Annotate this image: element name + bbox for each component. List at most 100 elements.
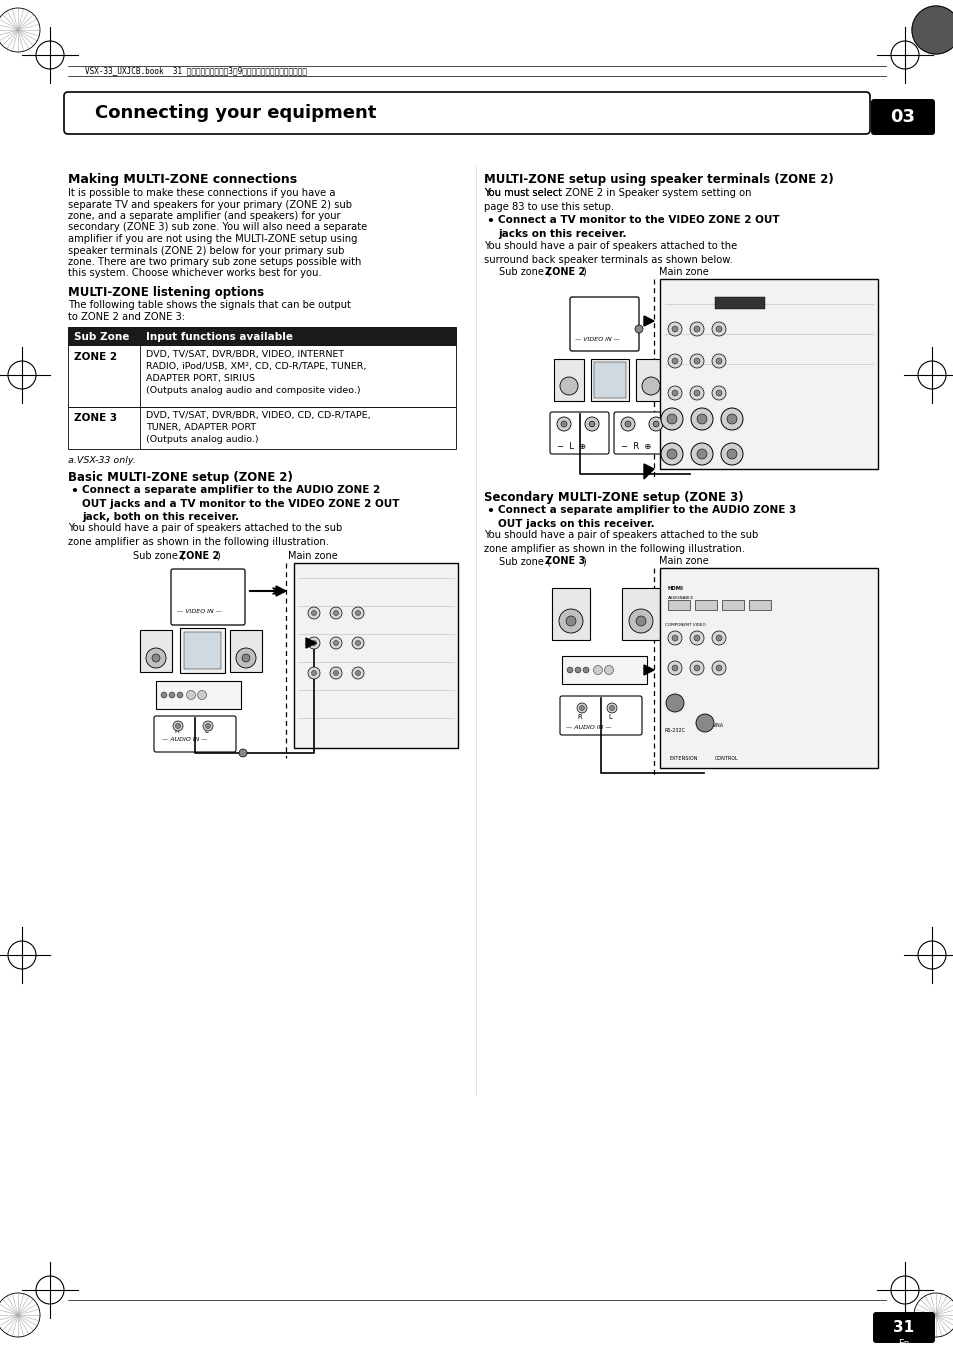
Text: En: En <box>898 1339 909 1349</box>
Text: You must select ZONE 2 in Speaker system setting on
page 83 to use this setup.: You must select ZONE 2 in Speaker system… <box>483 188 751 212</box>
Text: Basic MULTI-ZONE setup (ZONE 2): Basic MULTI-ZONE setup (ZONE 2) <box>68 471 293 485</box>
Circle shape <box>696 714 713 732</box>
Text: Connect a TV monitor to the VIDEO ZONE 2 OUT
jacks on this receiver.: Connect a TV monitor to the VIDEO ZONE 2… <box>497 215 779 239</box>
Circle shape <box>575 667 580 674</box>
Bar <box>636 359 665 401</box>
Bar <box>68 327 456 346</box>
Text: −  R  ⊕: − R ⊕ <box>620 441 651 451</box>
FancyBboxPatch shape <box>550 412 608 454</box>
Text: zone. There are two primary sub zone setups possible with: zone. There are two primary sub zone set… <box>68 256 361 267</box>
Circle shape <box>671 390 678 396</box>
Circle shape <box>355 640 360 645</box>
Text: 03: 03 <box>889 108 915 126</box>
Circle shape <box>641 377 659 396</box>
Text: — VIDEO IN —: — VIDEO IN — <box>177 609 222 614</box>
Bar <box>184 632 221 670</box>
Text: Sub zone (: Sub zone ( <box>498 556 550 566</box>
Text: •: • <box>485 505 494 518</box>
Bar <box>621 589 659 640</box>
Bar <box>748 599 770 610</box>
Text: Connecting your equipment: Connecting your equipment <box>95 104 376 122</box>
Circle shape <box>660 443 682 464</box>
Text: — AUDIO IN —: — AUDIO IN — <box>162 737 208 742</box>
Circle shape <box>205 724 211 729</box>
Circle shape <box>671 634 678 641</box>
Bar <box>552 589 589 640</box>
Circle shape <box>693 325 700 332</box>
Text: ZONE 2: ZONE 2 <box>544 267 584 277</box>
FancyBboxPatch shape <box>559 697 641 734</box>
Circle shape <box>177 693 183 698</box>
Text: ): ) <box>581 556 585 566</box>
Text: R: R <box>577 714 581 720</box>
Circle shape <box>203 721 213 730</box>
Circle shape <box>693 358 700 364</box>
FancyBboxPatch shape <box>153 716 235 752</box>
Text: ASSIGNABLE: ASSIGNABLE <box>667 595 694 599</box>
Circle shape <box>711 630 725 645</box>
Text: You should have a pair of speakers attached to the sub
zone amplifier as shown i: You should have a pair of speakers attac… <box>68 522 342 547</box>
Text: Main zone: Main zone <box>659 267 708 277</box>
Circle shape <box>558 609 582 633</box>
Bar <box>68 346 456 406</box>
Circle shape <box>308 667 319 679</box>
Text: HDMI: HDMI <box>667 586 683 591</box>
Circle shape <box>711 386 725 400</box>
Circle shape <box>197 690 206 699</box>
Text: −  L  ⊕: − L ⊕ <box>557 441 585 451</box>
Circle shape <box>559 377 578 396</box>
Text: L: L <box>204 728 208 734</box>
Circle shape <box>557 417 571 431</box>
Circle shape <box>239 749 247 757</box>
Text: Secondary MULTI-ZONE setup (ZONE 3): Secondary MULTI-ZONE setup (ZONE 3) <box>483 491 742 504</box>
Circle shape <box>689 630 703 645</box>
Circle shape <box>660 408 682 431</box>
FancyBboxPatch shape <box>872 1312 934 1343</box>
Text: You must select: You must select <box>483 188 565 198</box>
Text: Main zone: Main zone <box>659 556 708 566</box>
Circle shape <box>578 706 584 710</box>
Circle shape <box>186 690 195 699</box>
Text: The following table shows the signals that can be output: The following table shows the signals th… <box>68 300 351 310</box>
Circle shape <box>693 390 700 396</box>
Circle shape <box>697 450 706 459</box>
Text: ): ) <box>581 267 585 277</box>
Text: secondary (​ZONE 3​) sub zone. You will also need a separate: secondary (​ZONE 3​) sub zone. You will … <box>68 223 367 232</box>
Bar <box>156 680 241 709</box>
Text: EXTENSION: EXTENSION <box>669 756 698 761</box>
Polygon shape <box>306 639 315 648</box>
Bar <box>140 630 172 672</box>
Text: It is possible to make these connections if you have a: It is possible to make these connections… <box>68 188 335 198</box>
Circle shape <box>667 323 681 336</box>
FancyBboxPatch shape <box>870 99 934 135</box>
Text: ZONE 3: ZONE 3 <box>544 556 584 566</box>
Circle shape <box>235 648 255 668</box>
Text: Sub zone (: Sub zone ( <box>132 551 185 562</box>
Circle shape <box>355 671 360 675</box>
Bar <box>659 568 877 768</box>
Text: You should have a pair of speakers attached to the sub
zone amplifier as shown i: You should have a pair of speakers attac… <box>483 531 758 554</box>
Polygon shape <box>643 464 654 479</box>
Circle shape <box>716 666 721 671</box>
Circle shape <box>308 637 319 649</box>
Circle shape <box>667 386 681 400</box>
Text: — AUDIO IN —: — AUDIO IN — <box>565 725 611 730</box>
Circle shape <box>697 414 706 424</box>
Circle shape <box>169 693 174 698</box>
Circle shape <box>716 325 721 332</box>
Circle shape <box>330 637 341 649</box>
Circle shape <box>711 662 725 675</box>
Circle shape <box>352 667 364 679</box>
Circle shape <box>693 666 700 671</box>
Bar <box>695 599 717 610</box>
Circle shape <box>726 450 737 459</box>
Bar <box>667 599 689 610</box>
Bar <box>230 630 262 672</box>
Bar <box>594 362 625 398</box>
FancyBboxPatch shape <box>171 568 245 625</box>
Text: MULTI-ZONE setup using speaker terminals (ZONE 2): MULTI-ZONE setup using speaker terminals… <box>483 173 833 186</box>
Text: CONTROL: CONTROL <box>714 756 738 761</box>
Circle shape <box>334 610 338 616</box>
Circle shape <box>690 408 712 431</box>
Circle shape <box>566 667 573 674</box>
